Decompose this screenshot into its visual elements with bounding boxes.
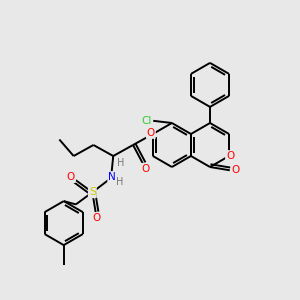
Text: S: S: [89, 187, 96, 197]
Text: O: O: [67, 172, 75, 182]
Text: O: O: [92, 213, 101, 223]
Text: H: H: [117, 158, 124, 168]
Text: H: H: [116, 177, 124, 187]
Text: O: O: [226, 151, 234, 161]
Text: Cl: Cl: [141, 116, 152, 126]
Text: N: N: [108, 172, 116, 182]
Text: O: O: [147, 128, 155, 138]
Text: O: O: [232, 165, 240, 175]
Text: O: O: [142, 164, 150, 174]
